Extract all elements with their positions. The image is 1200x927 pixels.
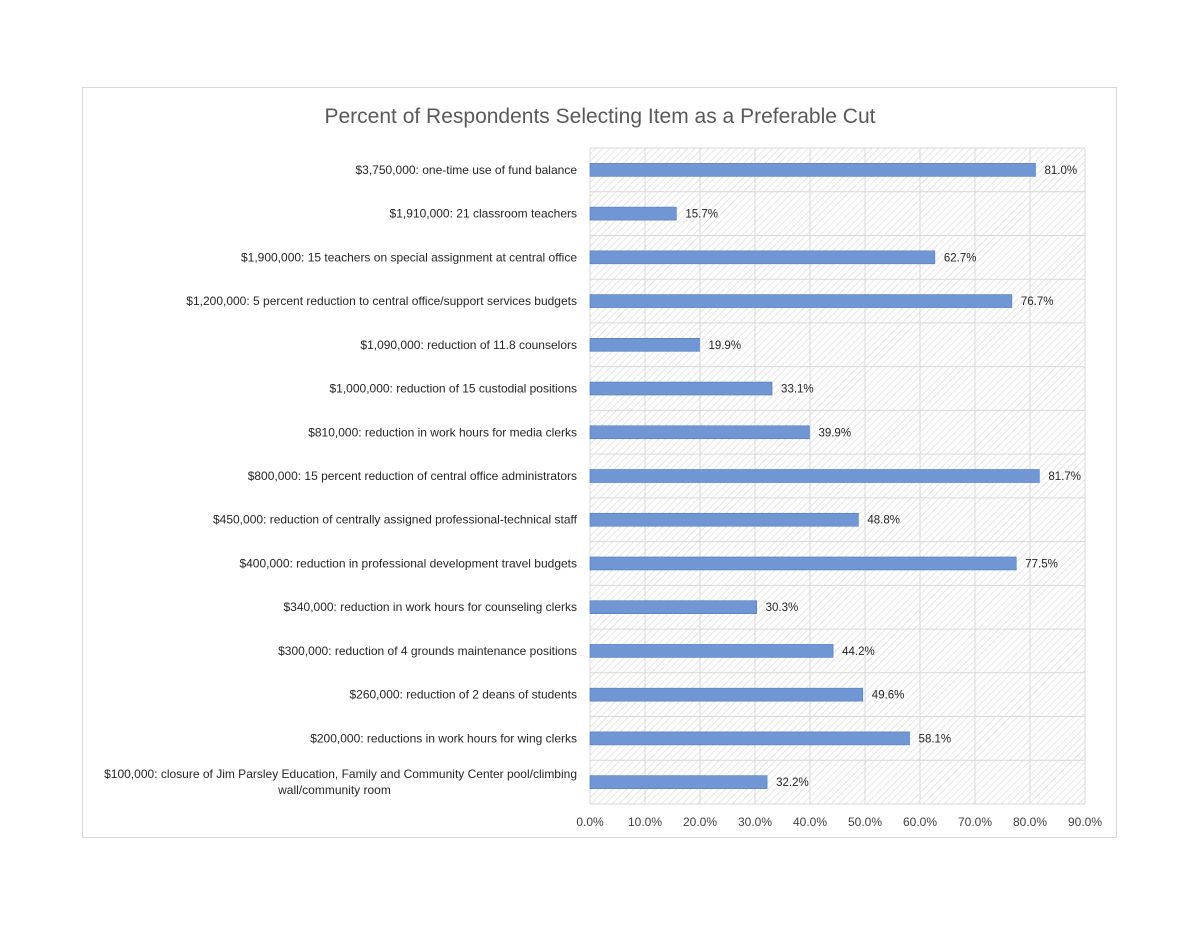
category-label: $450,000: reduction of centrally assigne…	[213, 513, 578, 527]
x-tick-label: 20.0%	[683, 815, 717, 829]
category-label: $800,000: 15 percent reduction of centra…	[248, 469, 577, 483]
data-label: 39.9%	[818, 427, 851, 439]
category-label: $1,000,000: reduction of 15 custodial po…	[329, 382, 577, 396]
x-tick-label: 50.0%	[848, 815, 882, 829]
data-label: 19.9%	[708, 340, 741, 352]
bar	[589, 338, 700, 352]
category-label: $1,090,000: reduction of 11.8 counselors	[360, 338, 577, 352]
data-label: 58.1%	[919, 733, 952, 745]
bar	[589, 731, 910, 746]
chart-area: Percent of Respondents Selecting Item as…	[82, 87, 1117, 838]
x-tick-label: 90.0%	[1068, 815, 1102, 829]
data-label: 32.2%	[776, 777, 809, 789]
bar	[589, 294, 1013, 308]
category-label: $340,000: reduction in work hours for co…	[284, 600, 578, 614]
x-tick-label: 30.0%	[738, 815, 772, 829]
category-label: $1,200,000: 5 percent reduction to centr…	[186, 294, 577, 308]
data-label: 33.1%	[781, 384, 814, 396]
bars	[589, 163, 1040, 789]
category-label: $400,000: reduction in professional deve…	[239, 556, 577, 570]
category-label: $100,000: closure of Jim Parsley Educati…	[104, 767, 577, 781]
bar	[589, 600, 757, 615]
bar	[589, 163, 1036, 177]
bar	[589, 556, 1017, 571]
category-label: $810,000: reduction in work hours for me…	[308, 425, 577, 439]
data-label: 15.7%	[685, 209, 718, 221]
data-label: 81.0%	[1045, 165, 1078, 177]
x-tick-label: 10.0%	[628, 815, 662, 829]
category-labels: $3,750,000: one-time use of fund balance…	[104, 163, 578, 797]
x-axis-ticks: 0.0% 10.0% 20.0% 30.0% 40.0% 50.0% 60.0% 70.0% 8…	[576, 815, 1102, 829]
category-label: $260,000: reduction of 2 deans of studen…	[349, 688, 577, 702]
bar	[589, 512, 859, 527]
x-tick-label: 80.0%	[1013, 815, 1047, 829]
data-label: 77.5%	[1025, 558, 1058, 570]
x-tick-label: 70.0%	[958, 815, 992, 829]
data-label: 76.7%	[1021, 296, 1054, 308]
bar	[589, 644, 834, 658]
category-label: wall/community room	[277, 783, 391, 797]
data-label: 30.3%	[766, 602, 799, 614]
bar	[589, 206, 677, 221]
bar	[589, 469, 1040, 483]
data-labels: 81.0% 15.7% 62.7% 76.7% 19.9% 33.1% 39.9% 81.7%…	[685, 165, 1081, 789]
bar	[589, 687, 864, 702]
bar	[589, 775, 768, 789]
data-label: 81.7%	[1048, 471, 1081, 483]
category-label: $1,910,000: 21 classroom teachers	[390, 207, 577, 221]
chart-title: Percent of Respondents Selecting Item as…	[325, 105, 876, 128]
category-label: $200,000: reductions in work hours for w…	[310, 731, 577, 745]
data-label: 62.7%	[944, 252, 977, 264]
bar	[589, 425, 810, 440]
x-tick-label: 40.0%	[793, 815, 827, 829]
bar	[589, 381, 773, 396]
data-label: 48.8%	[867, 515, 900, 527]
bar-chart: Percent of Respondents Selecting Item as…	[104, 105, 1102, 829]
x-tick-label: 0.0%	[576, 815, 604, 829]
category-label: $3,750,000: one-time use of fund balance	[356, 163, 578, 177]
category-label: $1,900,000: 15 teachers on special assig…	[241, 250, 577, 264]
data-label: 49.6%	[872, 690, 905, 702]
bar	[589, 250, 936, 265]
category-label: $300,000: reduction of 4 grounds mainten…	[278, 644, 577, 658]
x-tick-label: 60.0%	[903, 815, 937, 829]
data-label: 44.2%	[842, 646, 875, 658]
